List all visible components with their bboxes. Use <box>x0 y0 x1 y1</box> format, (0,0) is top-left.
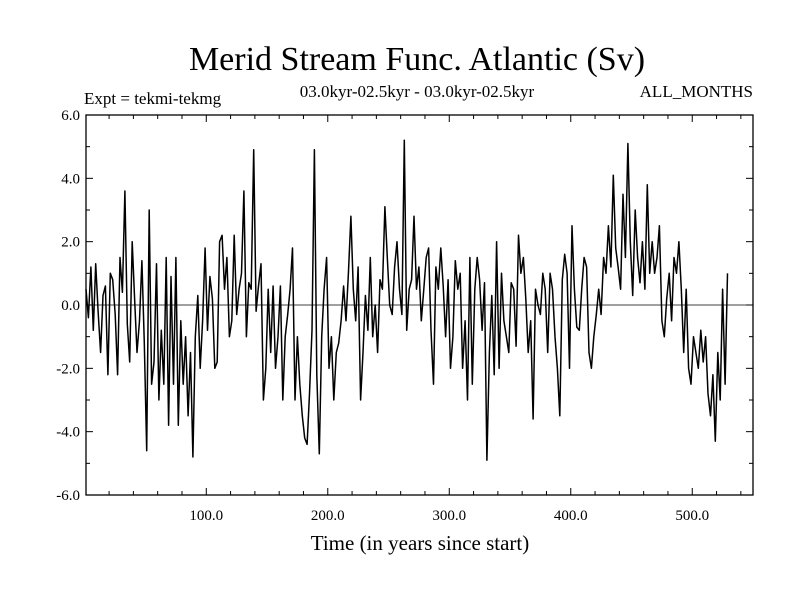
x-tick-label: 300.0 <box>432 508 466 524</box>
y-tick-label: 0.0 <box>61 298 80 314</box>
months-label: ALL_MONTHS <box>640 82 753 101</box>
series-line <box>85 139 729 461</box>
x-tick-label: 200.0 <box>311 508 345 524</box>
x-tick-label: 400.0 <box>554 508 588 524</box>
x-axis-label: Time (in years since start) <box>311 531 530 555</box>
plot-area: -6.0 -4.0 -2.0 0.0 2.0 4.0 6.0 100.0 200.0 300.0 4… <box>56 108 754 524</box>
period-label: 03.0kyr-02.5kyr - 03.0kyr-02.5kyr <box>300 82 535 101</box>
y-tick-label: 2.0 <box>61 235 80 251</box>
experiment-label: Expt = tekmi-tekmg <box>84 89 222 108</box>
y-tick-label: -2.0 <box>56 361 80 377</box>
y-tick-label: 4.0 <box>61 171 80 187</box>
y-tick-label: -6.0 <box>56 488 80 504</box>
x-tick-label: 100.0 <box>189 508 223 524</box>
chart-title: Merid Stream Func. Atlantic (Sv) <box>189 41 645 78</box>
y-tick-label: -4.0 <box>56 425 80 441</box>
y-tick-label: 6.0 <box>61 108 80 124</box>
x-tick-label: 500.0 <box>675 508 709 524</box>
